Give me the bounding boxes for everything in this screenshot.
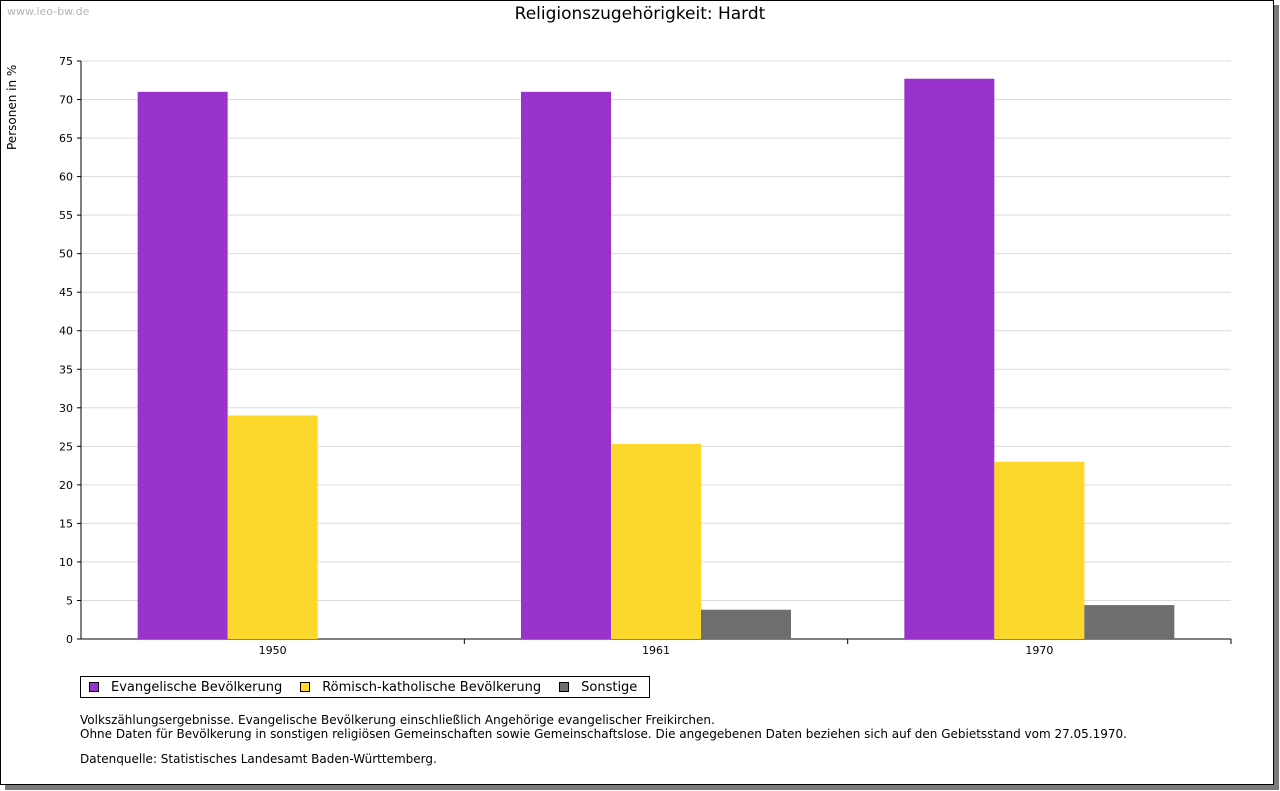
y-tick-label: 20 xyxy=(59,479,73,492)
legend-swatch xyxy=(300,682,311,692)
note-line: Ohne Daten für Bevölkerung in sonstigen … xyxy=(80,727,1127,741)
bar-r-misch-katholische-bev-lkerung-1961 xyxy=(611,444,701,639)
y-tick-label: 15 xyxy=(59,517,73,530)
chart-notes: Volkszählungsergebnisse. Evangelische Be… xyxy=(80,713,1127,741)
legend-label: Römisch-katholische Bevölkerung xyxy=(322,679,542,695)
y-tick-label: 45 xyxy=(59,286,73,299)
legend-label: Sonstige xyxy=(581,679,638,695)
watermark: www.leo-bw.de xyxy=(7,5,90,18)
bar-evangelische-bev-lkerung-1961 xyxy=(521,91,611,640)
y-tick-label: 55 xyxy=(59,209,73,222)
y-tick-label: 70 xyxy=(59,94,73,107)
legend-swatch xyxy=(559,682,570,692)
legend-label: Evangelische Bevölkerung xyxy=(111,679,283,695)
y-tick-label: 5 xyxy=(66,594,73,607)
bar-r-misch-katholische-bev-lkerung-1950 xyxy=(227,415,318,639)
y-tick-label: 30 xyxy=(59,402,73,415)
y-tick-label: 75 xyxy=(59,55,73,68)
legend-swatch xyxy=(89,682,99,692)
bar-sonstige-1961 xyxy=(701,609,791,639)
x-tick-label: 1950 xyxy=(259,644,287,657)
y-tick-label: 0 xyxy=(66,633,73,646)
note-line: Volkszählungsergebnisse. Evangelische Be… xyxy=(80,713,715,727)
y-tick-label: 35 xyxy=(59,363,73,376)
y-tick-label: 50 xyxy=(59,248,73,261)
legend-item: Sonstige xyxy=(559,680,637,695)
legend: Evangelische Bevölkerung Römisch-katholis… xyxy=(80,676,651,698)
legend-item: Evangelische Bevölkerung xyxy=(89,680,282,695)
bar-evangelische-bev-lkerung-1950 xyxy=(137,91,228,640)
data-source: Datenquelle: Statistisches Landesamt Bad… xyxy=(80,752,437,766)
x-tick-label: 1970 xyxy=(1025,644,1053,657)
legend-item: Römisch-katholische Bevölkerung xyxy=(300,680,541,695)
y-tick-label: 40 xyxy=(59,325,73,338)
y-tick-label: 25 xyxy=(59,440,73,453)
bar-evangelische-bev-lkerung-1970 xyxy=(904,78,995,639)
y-tick-label: 65 xyxy=(59,132,73,145)
bar-r-misch-katholische-bev-lkerung-1970 xyxy=(994,461,1085,639)
bar-sonstige-1970 xyxy=(1084,605,1175,639)
y-tick-label: 60 xyxy=(59,171,73,184)
y-tick-label: 10 xyxy=(59,556,73,569)
chart-title: Religionszugehörigkeit: Hardt xyxy=(514,4,766,24)
x-tick-label: 1961 xyxy=(642,644,670,657)
